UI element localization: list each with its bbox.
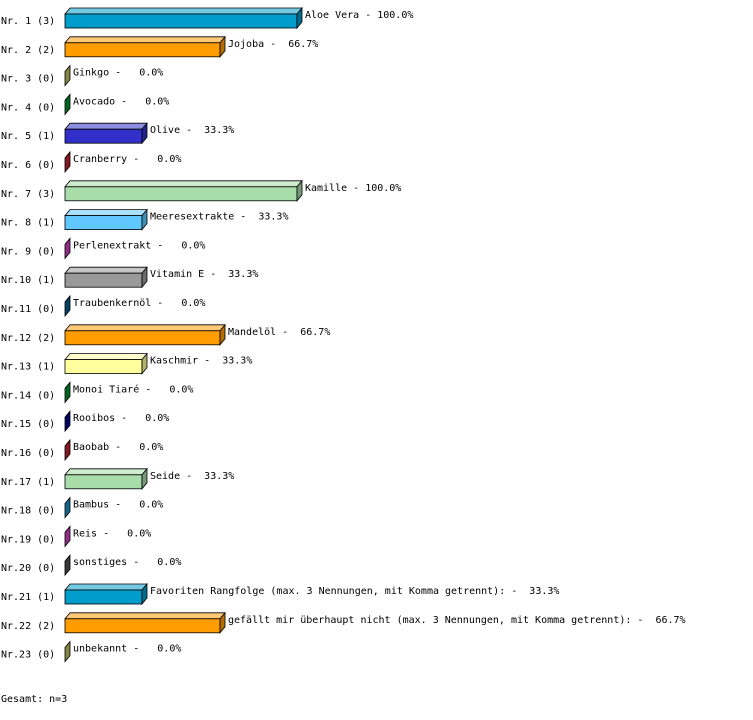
category-label: Nr. 3 (0) — [1, 74, 55, 85]
category-label: Nr.23 (0) — [1, 650, 55, 661]
bar-value-label: Ginkgo - 0.0% — [73, 68, 163, 79]
bar — [64, 330, 221, 346]
bar-value-label: Aloe Vera - 100.0% — [305, 10, 413, 21]
bar — [64, 42, 221, 58]
bar-side — [141, 582, 148, 606]
bar-side — [64, 64, 71, 87]
category-label: Nr.17 (1) — [1, 477, 55, 488]
bar — [64, 359, 143, 375]
bar-top — [64, 180, 303, 188]
bar-top — [64, 353, 148, 361]
bar-value-label: Bambus - 0.0% — [73, 500, 163, 511]
bar-value-label: gefällt mir überhaupt nicht (max. 3 Nenn… — [228, 615, 686, 626]
category-label: Nr.20 (0) — [1, 563, 55, 574]
bar-value-label: Olive - 33.3% — [150, 125, 234, 136]
bar-side — [64, 410, 71, 433]
bar-top — [64, 209, 148, 217]
bar-side — [64, 554, 71, 577]
bar-value-label: Favoriten Rangfolge (max. 3 Nennungen, m… — [150, 586, 559, 597]
category-label: Nr. 9 (0) — [1, 246, 55, 257]
bar-value-label: sonstiges - 0.0% — [73, 557, 181, 568]
bar-side — [64, 640, 71, 663]
bar-value-label: Rooibos - 0.0% — [73, 413, 169, 424]
bar-value-label: Jojoba - 66.7% — [228, 39, 318, 50]
bar-value-label: unbekannt - 0.0% — [73, 644, 181, 655]
category-label: Nr.22 (2) — [1, 621, 55, 632]
bar-top — [64, 324, 226, 332]
bar-value-label: Cranberry - 0.0% — [73, 154, 181, 165]
category-label: Nr.10 (1) — [1, 275, 55, 286]
bar — [64, 272, 143, 288]
bar-side — [64, 93, 71, 116]
bar-side — [219, 611, 226, 634]
bar-side — [64, 496, 71, 519]
bar-value-label: Seide - 33.3% — [150, 471, 234, 482]
bar-side — [64, 237, 71, 260]
bar-value-label: Monoi Tiaré - 0.0% — [73, 383, 193, 395]
category-label: Nr. 6 (0) — [1, 160, 55, 171]
bar-side — [296, 6, 303, 30]
bar — [64, 128, 143, 144]
bar-side — [64, 525, 71, 548]
bar-top — [64, 36, 226, 44]
bar-value-label: Vitamin E - 33.3% — [150, 269, 258, 280]
bar-value-label: Reis - 0.0% — [73, 528, 151, 539]
bar-side — [64, 381, 71, 404]
bar-side — [141, 122, 148, 145]
bar-side — [141, 352, 148, 375]
bar-side — [64, 294, 71, 318]
bar-top — [64, 612, 226, 620]
category-label: Nr. 7 (3) — [1, 189, 55, 200]
category-label: Nr. 1 (3) — [1, 16, 55, 27]
bar-side — [64, 438, 71, 462]
bar — [64, 589, 143, 605]
category-label: Nr. 4 (0) — [1, 102, 55, 113]
bar-value-label: Traubenkernöl - 0.0% — [73, 298, 205, 309]
bar-side — [64, 150, 71, 174]
category-label: Nr.19 (0) — [1, 534, 55, 545]
category-label: Nr.11 (0) — [1, 304, 55, 315]
bar-value-label: Kaschmir - 33.3% — [150, 356, 252, 367]
bar-value-label: Perlenextrakt - 0.0% — [73, 240, 205, 251]
category-label: Nr.18 (0) — [1, 506, 55, 517]
category-label: Nr.13 (1) — [1, 362, 55, 373]
bar-top — [64, 266, 148, 274]
bar-value-label: Kamille - 100.0% — [305, 183, 401, 194]
category-label: Nr. 5 (1) — [1, 131, 55, 142]
bar-value-label: Baobab - 0.0% — [73, 442, 163, 453]
bar-side — [296, 179, 303, 202]
bar — [64, 186, 298, 202]
bar-value-label: Avocado - 0.0% — [73, 96, 169, 107]
bar — [64, 618, 221, 634]
bar-value-label: Meeresextrakte - 33.3% — [150, 212, 288, 223]
category-label: Nr.21 (1) — [1, 592, 55, 603]
category-label: Nr.15 (0) — [1, 419, 55, 430]
category-label: Nr.14 (0) — [1, 390, 55, 401]
category-label: Nr.12 (2) — [1, 333, 55, 344]
bar-side — [141, 266, 148, 289]
category-label: Nr. 2 (2) — [1, 45, 55, 56]
bar-side — [219, 323, 226, 346]
category-label: Nr.16 (0) — [1, 448, 55, 459]
bar-side — [219, 35, 226, 58]
bar-side — [141, 208, 148, 231]
bar-value-label: Mandelöl - 66.7% — [228, 327, 330, 338]
bar-side — [141, 467, 148, 490]
bar — [64, 13, 298, 29]
category-label: Nr. 8 (1) — [1, 218, 55, 229]
bar-top — [64, 468, 148, 476]
total-footer: Gesamt: n=3 — [1, 694, 67, 705]
bar-top — [64, 122, 148, 130]
bar — [64, 215, 143, 231]
bar-top — [64, 7, 303, 15]
bar-top — [64, 583, 148, 591]
bar — [64, 474, 143, 490]
